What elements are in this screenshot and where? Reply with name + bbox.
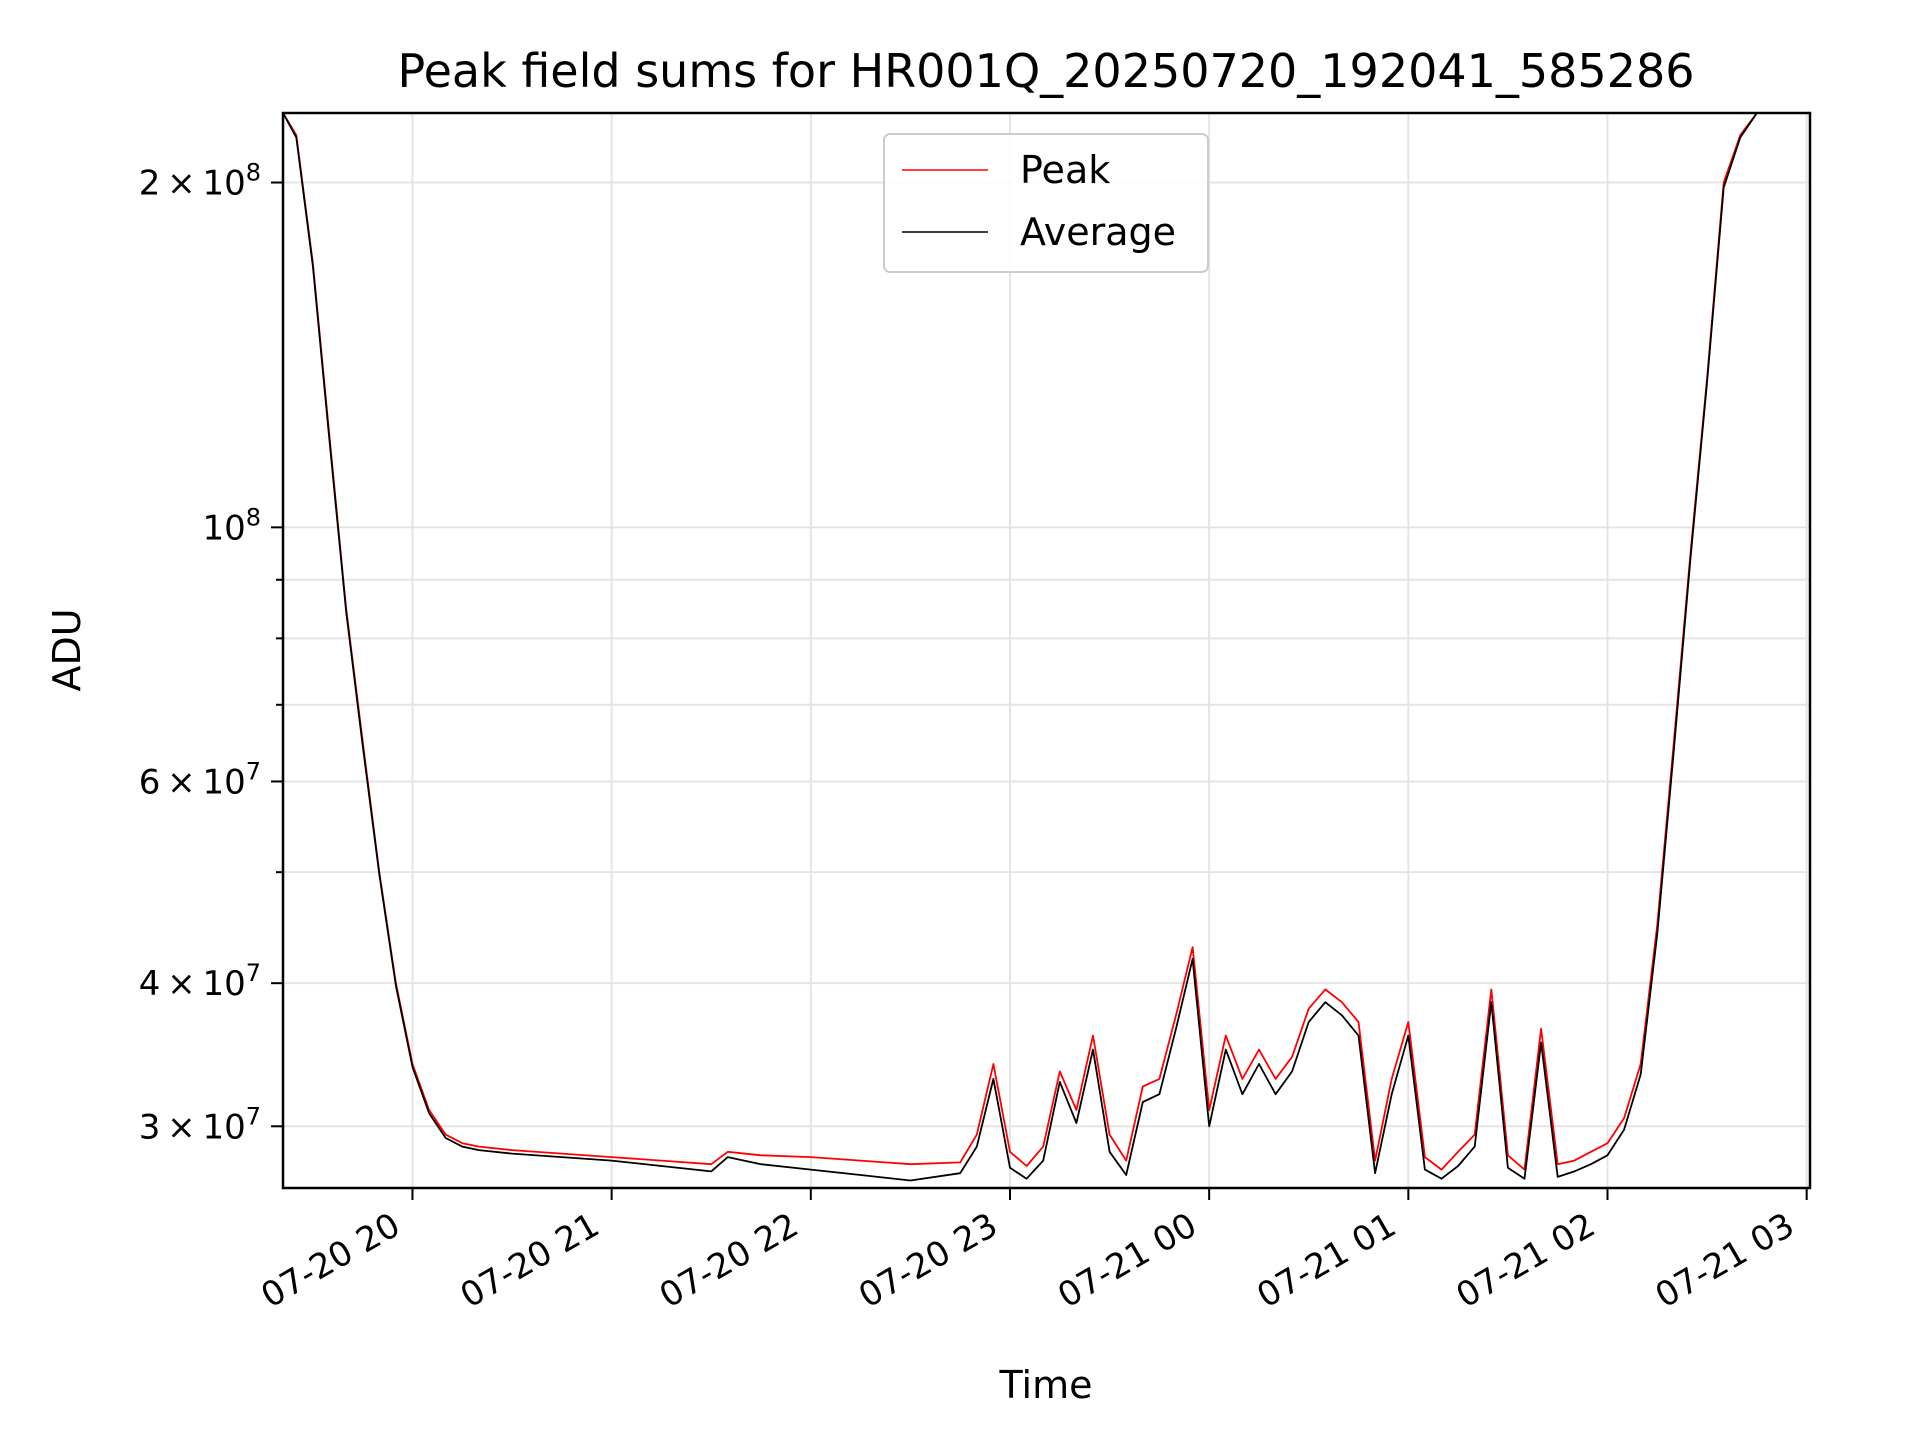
legend-label-average: Average: [1020, 210, 1176, 254]
x-axis: 07-20 20 07-20 21 07-20 22 07-20 23 07-21 00…: [255, 1188, 1808, 1316]
series-line-average: [283, 113, 1774, 1182]
y-tick-label: 108: [202, 503, 261, 548]
y-axis-label: ADU: [45, 608, 89, 691]
series-line-peak: [283, 113, 1774, 1171]
x-tick-label: 07-21 02: [1450, 1205, 1602, 1316]
grid-lines: [283, 113, 1810, 1188]
chart-title: Peak field sums for HR001Q_20250720_1920…: [397, 44, 1694, 98]
x-tick-label: 07-20 22: [653, 1205, 805, 1316]
y-tick-label: 2 × 108: [139, 159, 261, 204]
x-tick-label: 07-20 21: [454, 1205, 606, 1316]
x-tick-label: 07-20 20: [255, 1205, 407, 1316]
y-axis: 3 × 107 4 × 107 6 × 107 108 2 × 108: [139, 159, 283, 1147]
y-tick-label: 6 × 107: [139, 757, 261, 802]
legend: Peak Average: [883, 133, 1209, 273]
y-tick-label: 4 × 107: [139, 959, 261, 1004]
legend-label-peak: Peak: [1020, 148, 1110, 192]
x-tick-label: 07-21 03: [1649, 1205, 1801, 1316]
legend-box: [883, 133, 1209, 273]
x-tick-label: 07-21 01: [1250, 1205, 1402, 1316]
x-tick-label: 07-20 23: [852, 1205, 1004, 1316]
x-axis-label: Time: [999, 1363, 1093, 1407]
plot-area-frame: [281, 111, 1812, 1190]
series-layer: [283, 113, 1774, 1182]
y-tick-label: 3 × 107: [139, 1102, 261, 1147]
x-tick-label: 07-21 00: [1051, 1205, 1203, 1316]
